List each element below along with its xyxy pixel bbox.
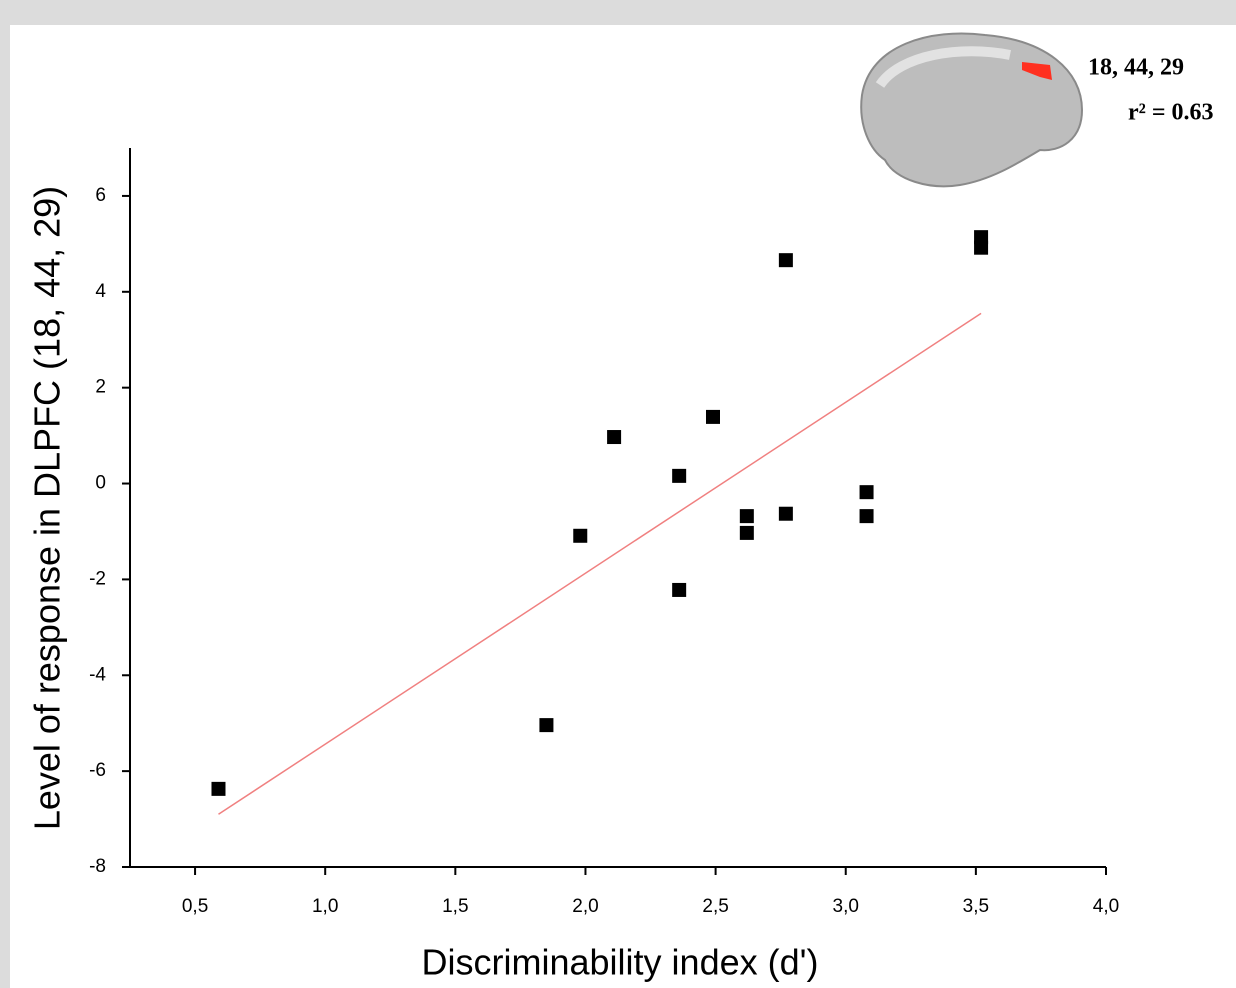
point [672,582,687,597]
fit-line [218,312,982,815]
panel [10,25,1236,988]
x-tick-label: 3,5 [963,896,989,917]
point [211,781,226,796]
point [859,485,874,500]
x-tick-label: 0,5 [182,896,208,917]
y-tick-label: 2 [95,377,106,398]
point [974,240,989,255]
x-tick-label: 3,0 [833,896,859,917]
point [778,506,793,521]
y-tick-label: 6 [95,185,106,206]
y-tick-label: -4 [89,664,106,685]
x-tick-label: 2,5 [702,896,728,917]
point [739,525,754,540]
x-tick-label: 4,0 [1093,896,1119,917]
y-tick-label: -8 [89,856,106,877]
point [739,509,754,524]
y-tick-label: -2 [89,568,106,589]
point [573,528,588,543]
point [607,430,622,445]
point [672,468,687,483]
x-tick-label: 1,0 [312,896,338,917]
point [705,409,720,424]
y-tick-label: 0 [95,473,106,494]
x-axis-title: Discriminability index (d') [422,942,819,983]
annotation: 18, 44, 29 [1088,55,1184,81]
x-tick-label: 1,5 [442,896,468,917]
brain-image [860,32,1084,188]
y-tick-label: -6 [89,760,106,781]
x-tick-label: 2,0 [572,896,598,917]
annotation: r² = 0.63 [1128,100,1214,126]
point [859,509,874,524]
y-tick-label: 4 [95,281,106,302]
point [778,253,793,268]
y-axis-title: Level of response in DLPFC (18, 44, 29) [27,186,68,830]
point [539,718,554,733]
point [974,230,989,245]
